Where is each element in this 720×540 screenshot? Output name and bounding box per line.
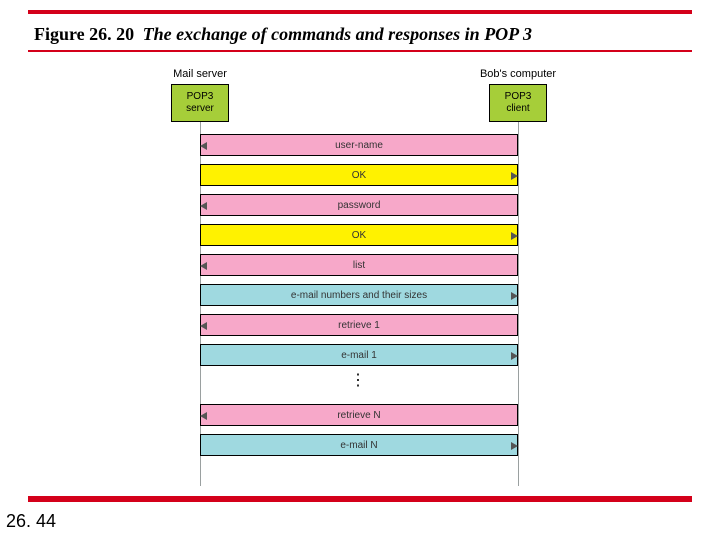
message-box: password <box>200 194 518 216</box>
message-label: list <box>353 260 365 271</box>
arrow-head-right-icon <box>511 442 518 450</box>
arrow-head-left-icon <box>200 142 207 150</box>
page-number: 26. 44 <box>6 511 56 532</box>
message-box: retrieve N <box>200 404 518 426</box>
message-box: e-mail 1 <box>200 344 518 366</box>
message-box: list <box>200 254 518 276</box>
message-box: e-mail numbers and their sizes <box>200 284 518 306</box>
message-label: OK <box>352 170 366 181</box>
message-label: password <box>338 200 381 211</box>
arrow-head-right-icon <box>511 172 518 180</box>
pop3-server-box: POP3server <box>171 84 229 122</box>
figure-header: Figure 26. 20 The exchange of commands a… <box>34 24 532 45</box>
left-endpoint-label: Mail server <box>166 68 234 80</box>
message-box: e-mail N <box>200 434 518 456</box>
message-box: retrieve 1 <box>200 314 518 336</box>
pop3-server-text: POP3server <box>186 91 214 115</box>
rule-mid <box>28 50 692 52</box>
arrow-head-left-icon <box>200 322 207 330</box>
message-box: user-name <box>200 134 518 156</box>
arrow-head-right-icon <box>511 292 518 300</box>
message-label: OK <box>352 230 366 241</box>
message-label: e-mail N <box>340 440 377 451</box>
message-label: user-name <box>335 140 383 151</box>
lifeline-right <box>518 122 519 486</box>
ellipsis: ⋮ <box>350 370 367 390</box>
figure-number: Figure 26. 20 <box>34 24 134 44</box>
sequence-diagram: Mail server Bob's computer POP3server PO… <box>150 68 570 488</box>
message-label: e-mail 1 <box>341 350 377 361</box>
right-endpoint-label: Bob's computer <box>470 68 566 80</box>
figure-title: The exchange of commands and responses i… <box>143 24 532 44</box>
pop3-client-text: POP3client <box>505 91 532 115</box>
message-label: retrieve 1 <box>338 320 380 331</box>
arrow-head-left-icon <box>200 412 207 420</box>
arrow-head-right-icon <box>511 352 518 360</box>
arrow-head-right-icon <box>511 232 518 240</box>
arrow-head-left-icon <box>200 262 207 270</box>
rule-bottom <box>28 496 692 502</box>
pop3-client-box: POP3client <box>489 84 547 122</box>
rule-top <box>28 10 692 14</box>
message-box: OK <box>200 164 518 186</box>
arrow-head-left-icon <box>200 202 207 210</box>
message-label: retrieve N <box>337 410 380 421</box>
message-label: e-mail numbers and their sizes <box>291 290 427 301</box>
message-box: OK <box>200 224 518 246</box>
